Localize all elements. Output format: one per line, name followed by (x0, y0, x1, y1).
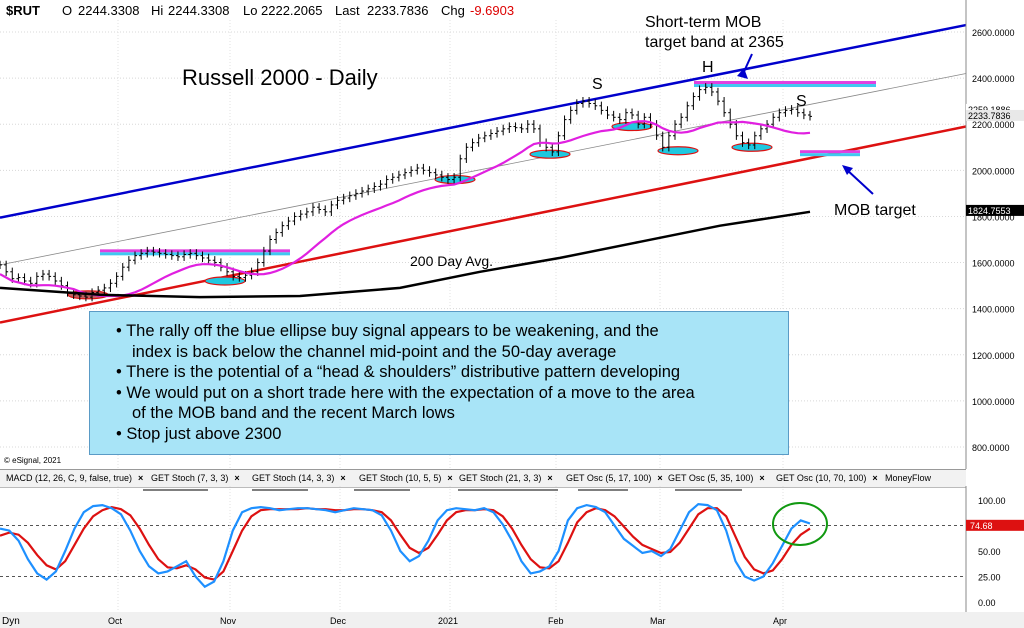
change-value: -9.6903 (470, 3, 515, 18)
mob-band-target (694, 81, 876, 85)
note-line-2: index is back below the channel mid-poin… (132, 342, 617, 361)
y-tick-label: 2000.0000 (972, 166, 1015, 176)
arrow-head (842, 165, 853, 175)
note-line-4: • We would put on a short trade here wit… (116, 383, 695, 402)
price-header: $RUT O 2244.3308 Hi 2244.3308 Lo 2222.20… (0, 0, 966, 20)
tab-stoch-10[interactable]: GET Stoch (10, 5, 5) × (359, 473, 453, 483)
note-line-1: • The rally off the blue ellipse buy sig… (116, 322, 659, 340)
y-tick-label: 1800.0000 (972, 212, 1015, 222)
note-line-5: of the MOB band and the recent March low… (132, 404, 455, 422)
highlight-circle (772, 502, 828, 546)
y-tick-label: 800.0000 (972, 443, 1010, 453)
change-label: Chg (441, 3, 465, 18)
ma50-line (0, 120, 811, 298)
close-icon[interactable]: × (547, 473, 553, 483)
signal-ellipse (529, 149, 571, 159)
ma200-last-label: 1824.7553 (968, 206, 1011, 216)
channel-midline (0, 73, 967, 266)
copyright: © eSignal, 2021 (4, 456, 62, 465)
mob-band-lower-target-lower (800, 153, 860, 157)
x-tick-label: Feb (548, 616, 564, 626)
tab-stoch-14[interactable]: GET Stoch (14, 3, 3) × (252, 473, 346, 483)
x-tick-label: 2021 (438, 616, 458, 626)
signal-ellipse (731, 142, 773, 152)
close-icon[interactable]: × (872, 473, 878, 483)
osc-last-bg (966, 519, 1024, 531)
close-icon[interactable]: × (234, 473, 240, 483)
open-value: 2244.3308 (78, 3, 140, 18)
ma200-annotation: 200 Day Avg. (410, 253, 493, 269)
arrow-head (737, 68, 748, 79)
tab-osc-5-17[interactable]: GET Osc (5, 17, 100) × (566, 473, 663, 483)
upper-channel-line (0, 23, 967, 219)
x-tick-label: Oct (108, 616, 123, 626)
last-price-label-bg (966, 109, 1024, 121)
chart-title: Russell 2000 - Daily (182, 65, 378, 90)
analysis-note: • The rally off the blue ellipse buy sig… (89, 311, 789, 455)
y-tick-label: 2200.0000 (972, 120, 1015, 130)
tab-macd[interactable]: MACD (12, 26, C, 9, false, true) × (6, 473, 144, 483)
osc-y-tick-label: 25.00 (978, 573, 1001, 583)
mob-band-note-2: target band at 2365 (645, 34, 784, 51)
fast-osc-line (0, 502, 811, 589)
tab-stoch-21[interactable]: GET Stoch (21, 3, 3) × (459, 473, 553, 483)
y-tick-label: 1200.0000 (972, 351, 1015, 361)
close-icon[interactable]: × (447, 473, 453, 483)
note-line-3: • There is the potential of a “head & sh… (116, 363, 681, 381)
note-line-6: • Stop just above 2300 (116, 424, 282, 443)
y-tick-label: 2400.0000 (972, 74, 1015, 84)
ma200-last-label-bg (966, 204, 1024, 216)
shoulder-right-label: S (796, 93, 807, 110)
close-icon[interactable]: × (759, 473, 765, 483)
x-tick-label: Apr (773, 616, 787, 626)
mob-band-note-1: Short-term MOB (645, 14, 761, 31)
symbol: $RUT (6, 3, 40, 18)
low-value: 2222.2065 (261, 3, 323, 18)
x-tick-label: Dec (330, 616, 347, 626)
arrow-line (845, 168, 874, 195)
tab-stoch-7[interactable]: GET Stoch (7, 3, 3) × (151, 473, 240, 483)
close-icon[interactable]: × (340, 473, 346, 483)
time-axis-footer: Dyn Oct Nov Dec 2021 Feb Mar Apr (0, 612, 1024, 628)
last-value: 2233.7836 (367, 3, 429, 18)
y-tick-label: 2600.0000 (972, 28, 1015, 38)
dyn-label[interactable]: Dyn (2, 616, 20, 627)
tab-moneyflow[interactable]: MoneyFlow (885, 473, 932, 483)
mob-band-target-lower (694, 84, 876, 88)
close-icon[interactable]: × (657, 473, 663, 483)
high-label: Hi (151, 3, 164, 18)
open-label: O (62, 3, 73, 18)
signal-ellipse (657, 146, 699, 156)
close-icon[interactable]: × (138, 473, 144, 483)
y-tick-label: 1000.0000 (972, 397, 1015, 407)
last-label: Last (335, 3, 360, 18)
slow-osc-line (0, 505, 811, 581)
ma200-line (0, 210, 811, 299)
osc-y-tick-label: 0.00 (978, 598, 996, 608)
mob-band-1 (100, 249, 290, 253)
osc-last-label: 74.68 (970, 521, 993, 531)
lower-channel-line (0, 125, 967, 324)
shoulder-left-label: S (592, 76, 603, 93)
tab-osc-5-35[interactable]: GET Osc (5, 35, 100) × (668, 473, 765, 483)
x-tick-label: Mar (650, 616, 666, 626)
mob-band-lower-target (800, 150, 860, 154)
mob-target-label: MOB target (834, 202, 916, 219)
indicator-tab-bar: MACD (12, 26, C, 9, false, true) × GET St… (0, 469, 966, 488)
tab-osc-10-70[interactable]: GET Osc (10, 70, 100) × (776, 473, 878, 483)
high-value: 2244.3308 (168, 3, 230, 18)
y-tick-label: 1400.0000 (972, 305, 1015, 315)
head-label: H (702, 59, 714, 76)
osc-y-tick-label: 100.00 (978, 496, 1006, 506)
y-tick-label: 1600.0000 (972, 259, 1015, 269)
low-label: Lo (243, 3, 258, 18)
x-tick-label: Nov (220, 616, 237, 626)
ma-last-label-bg (966, 103, 1024, 115)
osc-y-tick-label: 50.00 (978, 547, 1001, 557)
last-price-label: 2233.7836 (968, 111, 1011, 121)
